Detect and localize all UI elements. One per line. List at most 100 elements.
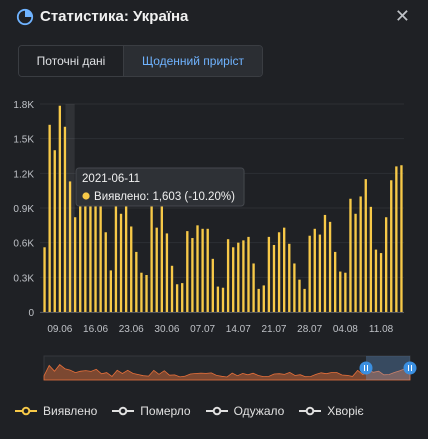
bar[interactable] bbox=[119, 213, 123, 312]
bar[interactable] bbox=[323, 214, 327, 312]
legend-label: Одужало bbox=[233, 404, 285, 418]
zoom-selection[interactable] bbox=[366, 356, 410, 380]
legend-item[interactable]: Хворіє bbox=[298, 404, 364, 418]
zoom-preview bbox=[43, 364, 411, 381]
bar[interactable] bbox=[247, 236, 250, 312]
bar[interactable] bbox=[211, 258, 214, 312]
bar[interactable] bbox=[170, 265, 174, 312]
bar[interactable] bbox=[114, 196, 118, 312]
bar[interactable] bbox=[145, 275, 148, 312]
tab-daily-growth[interactable]: Щоденний приріст bbox=[124, 46, 262, 76]
legend-line-icon bbox=[112, 406, 135, 416]
bar[interactable] bbox=[237, 242, 240, 312]
legend-item[interactable]: Померло bbox=[111, 404, 191, 418]
bar[interactable] bbox=[63, 126, 67, 312]
bar[interactable] bbox=[109, 270, 113, 312]
bar[interactable] bbox=[339, 271, 342, 312]
bar[interactable] bbox=[175, 284, 179, 312]
bar[interactable] bbox=[216, 286, 220, 312]
bar[interactable] bbox=[181, 283, 184, 312]
x-tick-label: 04.08 bbox=[333, 324, 358, 335]
bar[interactable] bbox=[283, 227, 286, 312]
bar[interactable] bbox=[104, 232, 107, 312]
bar[interactable] bbox=[130, 226, 133, 312]
legend: Виявлено Померло Одужало Хворіє bbox=[14, 403, 414, 419]
x-tick-label: 23.06 bbox=[119, 324, 144, 335]
bar[interactable] bbox=[359, 196, 362, 312]
bar[interactable] bbox=[58, 105, 62, 312]
bar[interactable] bbox=[221, 287, 225, 312]
bar[interactable] bbox=[53, 150, 56, 312]
x-tick-label: 21.07 bbox=[261, 324, 286, 335]
bar[interactable] bbox=[262, 285, 265, 312]
bar[interactable] bbox=[333, 251, 337, 312]
bar[interactable] bbox=[395, 166, 398, 312]
bar[interactable] bbox=[313, 228, 316, 312]
bar[interactable] bbox=[318, 234, 322, 312]
bar[interactable] bbox=[150, 194, 153, 312]
close-icon[interactable]: ✕ bbox=[394, 6, 410, 26]
bar[interactable] bbox=[94, 180, 97, 312]
y-tick-label: 1.5K bbox=[13, 135, 34, 146]
y-tick-label: 0.6K bbox=[13, 239, 34, 250]
tab-current-data[interactable]: Поточні дані bbox=[19, 46, 124, 76]
bar[interactable] bbox=[277, 232, 281, 312]
bar[interactable] bbox=[191, 238, 194, 312]
bar[interactable] bbox=[206, 228, 209, 312]
tooltip-dot bbox=[82, 192, 90, 200]
bar[interactable] bbox=[298, 279, 301, 312]
bar[interactable] bbox=[140, 272, 143, 312]
bar[interactable] bbox=[43, 247, 46, 312]
bar[interactable] bbox=[257, 288, 260, 312]
bar[interactable] bbox=[308, 235, 311, 312]
bar[interactable] bbox=[364, 179, 367, 312]
bar[interactable] bbox=[232, 247, 235, 312]
bar[interactable] bbox=[328, 221, 332, 312]
tab-bar: Поточні дані Щоденний приріст bbox=[18, 45, 263, 77]
x-tick-label: 30.06 bbox=[154, 324, 179, 335]
bar[interactable] bbox=[135, 251, 138, 312]
bar[interactable] bbox=[165, 233, 169, 312]
bar[interactable] bbox=[384, 217, 388, 312]
tooltip-box bbox=[75, 167, 245, 207]
zoom-handle-right[interactable] bbox=[403, 361, 417, 375]
bar[interactable] bbox=[226, 239, 230, 312]
bar[interactable] bbox=[160, 202, 163, 312]
bar[interactable] bbox=[344, 272, 347, 312]
bar[interactable] bbox=[73, 217, 77, 312]
bar[interactable] bbox=[89, 171, 92, 312]
bar[interactable] bbox=[374, 249, 378, 312]
bar[interactable] bbox=[48, 124, 51, 312]
bar[interactable] bbox=[186, 231, 189, 312]
bar[interactable] bbox=[293, 263, 296, 312]
bar[interactable] bbox=[369, 206, 373, 312]
bar[interactable] bbox=[99, 202, 102, 312]
bar[interactable] bbox=[354, 213, 357, 312]
x-tick-label: 11.08 bbox=[369, 324, 394, 335]
bar[interactable] bbox=[400, 165, 403, 312]
zoom-handle-left[interactable] bbox=[359, 361, 373, 375]
bar[interactable] bbox=[79, 187, 82, 312]
bar[interactable] bbox=[124, 190, 128, 312]
bar[interactable] bbox=[201, 228, 204, 312]
bar[interactable] bbox=[84, 192, 87, 312]
bar[interactable] bbox=[267, 236, 271, 312]
bar[interactable] bbox=[303, 288, 306, 312]
x-tick-label: 09.06 bbox=[47, 324, 72, 335]
bar[interactable] bbox=[349, 198, 352, 312]
bar[interactable] bbox=[252, 263, 255, 312]
legend-line-icon bbox=[15, 406, 37, 416]
x-tick-label: 14.07 bbox=[226, 324, 251, 335]
bar[interactable] bbox=[288, 243, 291, 312]
bar[interactable] bbox=[155, 227, 158, 312]
legend-item[interactable]: Виявлено bbox=[14, 404, 97, 418]
bar[interactable] bbox=[242, 240, 245, 312]
bar[interactable] bbox=[390, 180, 393, 312]
bar[interactable] bbox=[379, 253, 383, 312]
bar[interactable] bbox=[68, 181, 72, 312]
legend-item[interactable]: Одужало bbox=[205, 404, 285, 418]
y-tick-label: 0.9K bbox=[13, 204, 34, 215]
bar[interactable] bbox=[272, 244, 276, 312]
legend-label: Померло bbox=[140, 404, 191, 418]
bar[interactable] bbox=[196, 225, 199, 312]
